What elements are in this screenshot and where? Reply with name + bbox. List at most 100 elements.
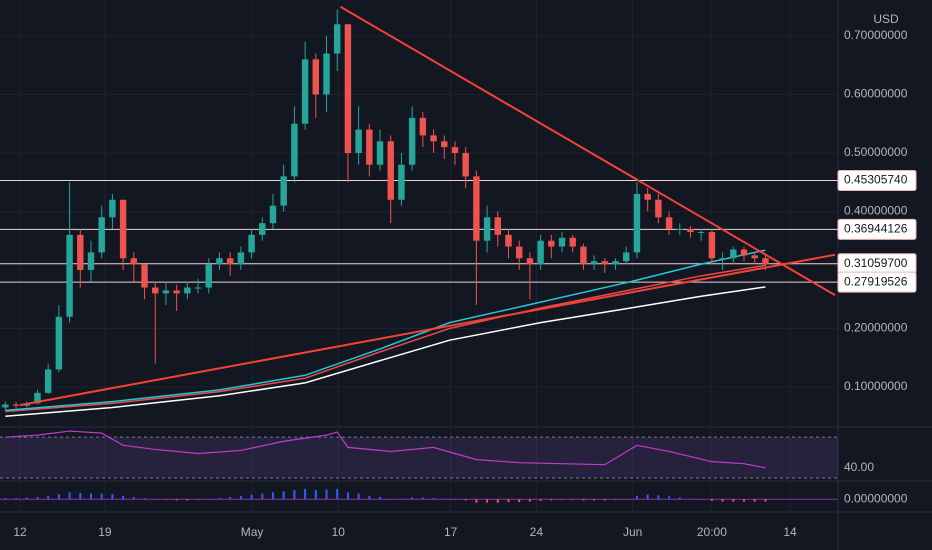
candle-body [526,258,534,265]
candle-body [119,199,127,259]
price-label: 0.36944126 [844,222,908,236]
macd-bar [79,492,82,500]
candle-body [98,217,105,253]
macd-bar [25,497,28,500]
candle-body [676,229,683,231]
macd-bar [250,494,253,500]
macd-bar [4,498,7,500]
candle-body [451,147,459,153]
moving-average [5,249,766,412]
macd-bar [721,499,724,502]
candle-body [515,246,523,259]
macd-bar [411,497,414,500]
y-tick-label: 0.10000000 [844,379,908,393]
candle-body [44,369,52,393]
macd-bar [36,496,39,500]
candle-body [141,264,148,288]
candle-body [162,290,170,294]
candle-body [173,290,180,294]
trendline [339,5,836,296]
macd-bar [753,499,756,502]
candle-body [601,261,609,265]
macd-bar [132,496,135,500]
macd-bar [635,495,638,500]
macd-bar [154,499,157,500]
macd-bar [486,499,489,503]
price-label-box [837,218,917,240]
candle-body [730,249,737,259]
macd-bar [668,496,671,500]
macd-bar [614,499,617,500]
macd-bar [15,498,18,500]
macd-bar [678,497,681,500]
candle-body [291,123,298,177]
candle-body [2,404,9,408]
y-tick-label: 0.40000000 [844,204,908,218]
macd-bar [732,499,735,502]
macd-bar [603,499,606,501]
x-tick-label: 19 [98,525,112,539]
price-label-box [837,271,917,293]
y-tick-label: 0.50000000 [844,145,908,159]
x-tick-label: 17 [444,525,458,539]
macd-bar [143,498,146,500]
candle-body [462,152,469,177]
candle-body [548,240,555,247]
candle-body [366,129,373,165]
macd-bar [421,497,424,500]
macd-bar [346,492,349,500]
candle-body [205,264,212,288]
rsi-line [5,430,766,469]
x-tick-label: 24 [530,525,544,539]
candle-body [109,199,116,218]
macd-bar [700,499,703,500]
macd-bar [100,493,103,500]
candle-body [441,141,448,148]
candle-body [473,176,480,241]
candle-body [687,229,694,232]
candle-body [334,24,341,54]
candle-body [633,193,641,253]
macd-bar [68,492,71,500]
candle-body [12,404,20,406]
candle-body [580,246,587,265]
candle-body [644,193,651,200]
candle-body [751,255,758,259]
candle-body [408,117,416,165]
candle-body [719,258,726,260]
candle-body [34,392,41,404]
macd-bar [453,499,456,500]
macd-bar [400,498,403,500]
x-tick-label: Jun [623,525,642,539]
macd-bar [518,499,521,503]
macd-bar [175,499,178,501]
trendline [19,253,836,407]
macd-bar [571,499,574,500]
x-tick-label: 10 [332,525,346,539]
candle-body [762,258,769,265]
candle-body [66,234,73,317]
macd-bar [218,498,221,500]
macd-bar [325,489,328,500]
macd-bar [496,499,499,503]
macd-bar [282,491,285,500]
x-tick-label: 20:00 [697,525,727,539]
candle-body [77,234,84,270]
candle-body [697,231,705,233]
candle-body [590,261,598,265]
macd-bar [368,495,371,500]
candle-body [708,231,716,259]
candle-body [344,24,352,153]
candle-body [665,217,673,230]
macd-bar [207,499,210,500]
macd-bar [57,494,60,500]
x-tick-label: 14 [783,525,797,539]
macd-bar [743,499,746,502]
y-tick-label: 0.70000000 [844,28,908,42]
candle-body [740,249,748,256]
macd-bar [593,499,596,501]
rsi-band [0,437,838,478]
macd-bar [764,499,767,502]
candle-body [216,258,223,265]
candle-body [269,205,277,224]
